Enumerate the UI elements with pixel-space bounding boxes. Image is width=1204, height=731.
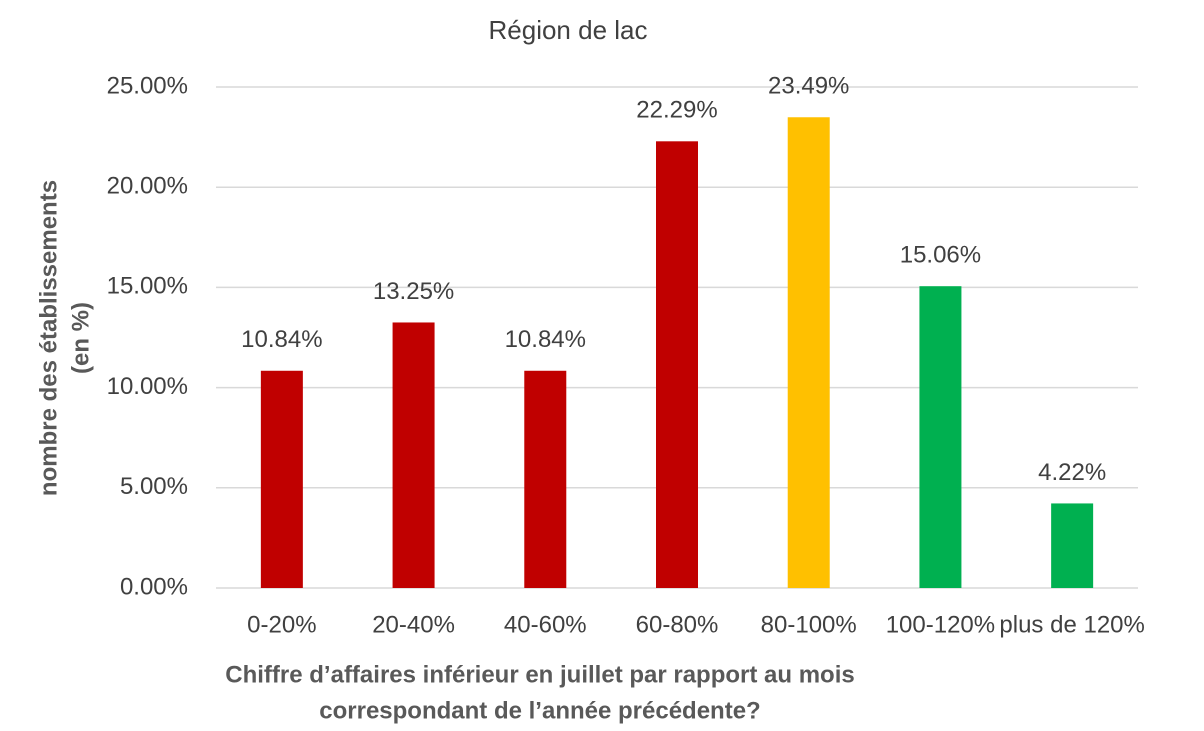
value-label: 13.25% [373, 278, 454, 305]
bar [260, 370, 303, 588]
y-axis-title-line: nombre des établissements [35, 180, 62, 496]
bar [524, 370, 567, 588]
y-tick-label: 10.00% [107, 373, 188, 400]
value-label: 10.84% [505, 326, 586, 353]
x-tick-label: 60-80% [636, 611, 719, 638]
x-axis-title-line: correspondant de l’année précédente? [319, 697, 760, 724]
x-tick-label: 40-60% [504, 611, 587, 638]
y-tick-label: 20.00% [107, 173, 188, 200]
bar [787, 117, 830, 588]
chart-title: Région de lac [489, 15, 648, 45]
x-tick-label: 100-120% [886, 611, 995, 638]
x-tick-label: 0-20% [247, 611, 316, 638]
value-label: 10.84% [241, 326, 322, 353]
y-axis-title-line: (en %) [67, 302, 94, 374]
y-tick-label: 15.00% [107, 273, 188, 300]
bar [656, 141, 698, 588]
value-label: 4.22% [1038, 459, 1106, 486]
x-tick-label: plus de 120% [999, 611, 1144, 638]
y-tick-label: 0.00% [120, 573, 188, 600]
x-tick-label: 20-40% [372, 611, 455, 638]
bar [1051, 503, 1094, 588]
y-tick-label: 5.00% [120, 473, 188, 500]
value-label: 23.49% [768, 73, 849, 100]
x-tick-label: 80-100% [761, 611, 857, 638]
x-axis-title-line: Chiffre d’affaires inférieur en juillet … [225, 661, 854, 688]
y-axis-title: nombre des établissements (en %) [35, 180, 94, 496]
y-tick-label: 25.00% [107, 72, 188, 99]
value-label: 22.29% [636, 97, 717, 124]
bar [392, 322, 435, 588]
bar [919, 286, 962, 588]
value-label: 15.06% [900, 242, 981, 269]
